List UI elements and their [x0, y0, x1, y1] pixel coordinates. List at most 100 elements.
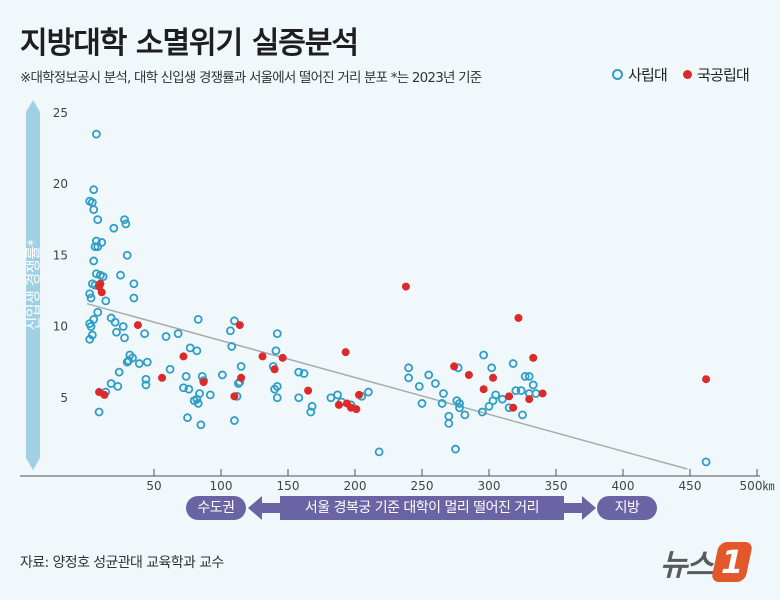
filled-circle-icon — [683, 70, 693, 79]
private-university-point — [129, 279, 139, 289]
public-university-point — [100, 390, 109, 399]
private-university-point — [134, 359, 144, 368]
private-university-point — [516, 386, 526, 396]
x-tick-label: 150 — [277, 479, 300, 493]
private-university-point — [479, 350, 489, 360]
private-university-point — [114, 367, 124, 377]
private-university-point — [488, 396, 498, 406]
public-university-point — [529, 353, 538, 362]
private-university-point — [518, 410, 527, 420]
private-university-point — [511, 386, 521, 396]
private-university-point — [524, 371, 534, 381]
logo-text: 뉴스 — [660, 548, 713, 583]
y-tick-label: 10 — [53, 320, 68, 334]
public-university-point — [270, 365, 279, 374]
private-university-point — [141, 374, 151, 384]
private-university-point — [404, 373, 414, 383]
public-university-point — [179, 352, 188, 361]
private-university-point — [98, 272, 108, 282]
private-university-point — [225, 326, 235, 336]
public-university-point — [514, 313, 523, 322]
private-university-point — [444, 418, 454, 428]
x-tick-label: 300 — [478, 479, 501, 493]
y-axis-label: 신입생 경쟁률* — [24, 238, 42, 330]
private-university-point — [112, 327, 121, 337]
public-university-point — [525, 395, 534, 404]
public-university-point — [235, 321, 244, 330]
public-university-point — [278, 353, 287, 362]
x-tick-label: 100 — [210, 479, 233, 493]
source: 자료: 양정호 성균관대 교육학과 교수 — [20, 555, 224, 571]
public-university-point — [479, 385, 488, 394]
private-university-point — [91, 236, 101, 246]
private-university-point — [124, 356, 133, 366]
private-university-point — [140, 329, 150, 339]
private-university-point — [93, 242, 103, 252]
public-university-point — [505, 392, 514, 401]
private-university-point — [165, 364, 175, 374]
public-university-point — [352, 405, 361, 414]
private-university-point — [701, 457, 711, 467]
private-university-point — [374, 447, 384, 457]
public-university-point — [237, 373, 246, 382]
private-university-point — [294, 393, 304, 403]
private-university-point — [217, 370, 227, 380]
private-university-point — [116, 270, 125, 280]
public-university-point — [538, 389, 547, 398]
public-university-point — [489, 373, 498, 382]
private-university-point — [161, 332, 171, 341]
y-tick-label: 15 — [53, 248, 68, 262]
y-tick-label: 5 — [60, 391, 68, 405]
public-university-point — [230, 392, 239, 401]
public-university-point — [158, 373, 167, 382]
private-university-point — [437, 399, 447, 408]
y-axis-arrow — [26, 100, 40, 470]
news1-logo: 뉴스 1 — [660, 540, 754, 584]
open-circle-icon — [612, 69, 623, 80]
public-university-point — [401, 282, 410, 291]
x-tick-label: 50 — [146, 479, 161, 493]
private-university-point — [306, 407, 316, 417]
private-university-point — [94, 407, 104, 417]
private-university-point — [120, 215, 129, 225]
private-university-point — [118, 322, 128, 331]
private-university-point — [205, 390, 215, 400]
private-university-point — [89, 185, 99, 195]
private-university-point — [90, 242, 100, 252]
private-university-point — [424, 370, 434, 380]
private-university-point — [129, 293, 139, 303]
legend-public: 국공립대 — [683, 64, 750, 85]
x-tick-label: 350 — [545, 479, 568, 493]
private-university-point — [181, 371, 191, 381]
private-university-point — [121, 219, 131, 229]
trend-line — [86, 302, 688, 470]
private-university-point — [93, 215, 103, 225]
public-university-point — [95, 282, 104, 291]
private-university-point — [192, 346, 202, 356]
y-tick-label: 25 — [53, 106, 68, 120]
public-university-point — [355, 390, 364, 399]
private-university-point — [444, 411, 454, 421]
private-university-point — [89, 314, 99, 324]
private-university-point — [85, 334, 95, 344]
private-university-point — [91, 129, 101, 139]
private-university-point — [86, 322, 96, 331]
public-university-point — [258, 352, 267, 361]
private-university-point — [85, 289, 95, 299]
y-tick-label: 20 — [53, 177, 68, 191]
private-university-point — [270, 384, 280, 394]
private-university-point — [333, 390, 342, 400]
private-university-point — [455, 403, 464, 413]
private-university-point — [229, 316, 239, 326]
label-provinces: 지방 — [597, 496, 657, 520]
private-university-point — [229, 416, 239, 425]
private-university-point — [299, 369, 309, 378]
private-university-point — [508, 359, 518, 368]
public-university-point — [133, 321, 142, 330]
private-university-point — [101, 296, 111, 306]
private-university-point — [417, 399, 427, 408]
left-arrow — [248, 496, 282, 520]
private-university-point — [363, 387, 373, 397]
private-university-point — [184, 384, 194, 394]
